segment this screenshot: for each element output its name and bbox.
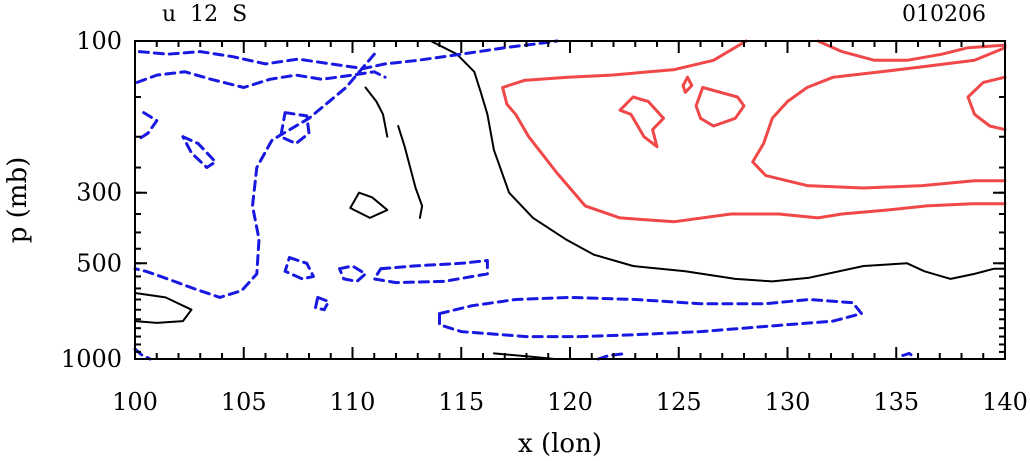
contour-lines [133, 39, 1007, 361]
contour-line-positive [966, 75, 1007, 132]
x-tick-label: 130 [765, 388, 811, 416]
contour-line-negative [438, 295, 863, 339]
contour-line-negative [135, 70, 387, 89]
contour-line-positive [681, 75, 694, 94]
contour-line-negative [137, 39, 559, 70]
y-tick-label: 100 [76, 27, 122, 55]
x-tick-label: 110 [330, 388, 376, 416]
x-tick-label: 100 [112, 388, 158, 416]
chart-title-right: 010206 [902, 2, 986, 27]
y-tick-label: 300 [76, 179, 122, 207]
contour-line-negative [283, 256, 315, 281]
contour-line-negative [279, 111, 311, 145]
contour-line-zero [349, 191, 389, 219]
contour-line-zero [429, 40, 1006, 283]
contour-line-negative [901, 351, 916, 359]
contour-line-negative [338, 264, 367, 283]
contour-line-zero [364, 86, 389, 138]
contour-line-negative [596, 351, 628, 361]
contour-line-negative [133, 52, 376, 299]
contour-line-positive [694, 86, 746, 128]
contour-line-positive [501, 39, 1007, 224]
contour-line-zero [397, 125, 424, 219]
x-axis-title: x (lon) [518, 429, 602, 459]
contour-line-positive [816, 39, 1007, 62]
contour-line-negative [314, 295, 331, 312]
contour-line-positive [751, 46, 1007, 190]
y-tick-labels: 100 300 500 1000 [61, 27, 122, 373]
x-tick-label: 140 [982, 388, 1028, 416]
y-tick-label: 500 [76, 249, 122, 277]
axis-ticks [134, 40, 1006, 360]
contour-line-negative [133, 347, 152, 361]
x-tick-label: 115 [438, 388, 484, 416]
y-tick-label: 1000 [61, 345, 122, 373]
x-tick-label: 120 [547, 388, 593, 416]
chart-title-left: u 12 S [162, 2, 247, 27]
contour-line-negative [372, 259, 489, 285]
plot-frame [134, 40, 1006, 360]
y-axis-title: p (mb) [3, 157, 33, 244]
x-tick-label: 125 [656, 388, 702, 416]
contour-line-positive [618, 95, 665, 149]
x-tick-label: 135 [873, 388, 919, 416]
contour-line-negative [181, 135, 217, 169]
x-tick-label: 105 [221, 388, 267, 416]
contour-line-zero [134, 292, 193, 324]
contour-line-negative [135, 111, 159, 142]
x-tick-labels: 100 105 110 115 120 125 130 135 140 [112, 388, 1028, 416]
